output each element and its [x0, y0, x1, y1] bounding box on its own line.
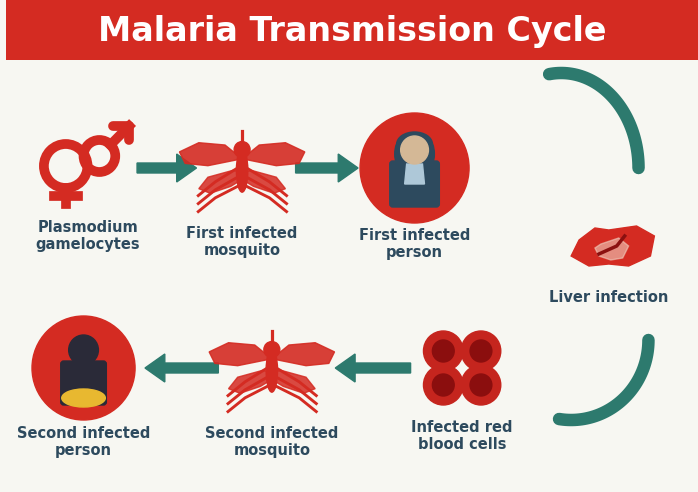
Polygon shape [209, 343, 272, 366]
Circle shape [264, 341, 280, 358]
FancyBboxPatch shape [389, 161, 439, 207]
Polygon shape [595, 238, 629, 260]
Polygon shape [199, 170, 242, 193]
Ellipse shape [61, 389, 105, 407]
Text: Malaria Transmission Cycle: Malaria Transmission Cycle [98, 14, 607, 48]
Polygon shape [272, 343, 334, 366]
Polygon shape [405, 164, 424, 184]
Circle shape [461, 365, 500, 405]
Polygon shape [179, 143, 242, 166]
FancyArrow shape [137, 154, 197, 182]
Circle shape [470, 374, 492, 396]
Ellipse shape [396, 132, 432, 156]
Circle shape [234, 142, 250, 157]
Circle shape [360, 113, 469, 223]
Text: Plasmodium
gamelocytes: Plasmodium gamelocytes [35, 220, 140, 252]
Circle shape [461, 331, 500, 371]
Circle shape [424, 331, 463, 371]
Bar [6, 0, 698, 60]
Ellipse shape [237, 149, 248, 192]
Polygon shape [228, 370, 272, 393]
Circle shape [432, 374, 454, 396]
Ellipse shape [395, 140, 407, 168]
Circle shape [424, 365, 463, 405]
Ellipse shape [266, 348, 278, 392]
Circle shape [32, 316, 135, 420]
FancyArrow shape [335, 354, 410, 382]
FancyBboxPatch shape [61, 361, 106, 405]
Text: Second infected
person: Second infected person [17, 426, 150, 459]
Polygon shape [242, 143, 305, 166]
Circle shape [399, 134, 431, 166]
Text: First infected
person: First infected person [359, 228, 470, 260]
Circle shape [432, 340, 454, 362]
Ellipse shape [422, 140, 434, 168]
Text: Liver infection: Liver infection [549, 290, 669, 305]
Circle shape [470, 340, 492, 362]
Circle shape [68, 335, 98, 365]
Polygon shape [242, 170, 285, 193]
Text: Second infected
mosquito: Second infected mosquito [205, 426, 339, 459]
Polygon shape [571, 226, 655, 266]
FancyArrow shape [296, 154, 358, 182]
Text: Infected red
blood cells: Infected red blood cells [411, 420, 513, 453]
Polygon shape [272, 370, 315, 393]
FancyArrow shape [145, 354, 218, 382]
Circle shape [401, 136, 429, 164]
Text: First infected
mosquito: First infected mosquito [186, 226, 298, 258]
